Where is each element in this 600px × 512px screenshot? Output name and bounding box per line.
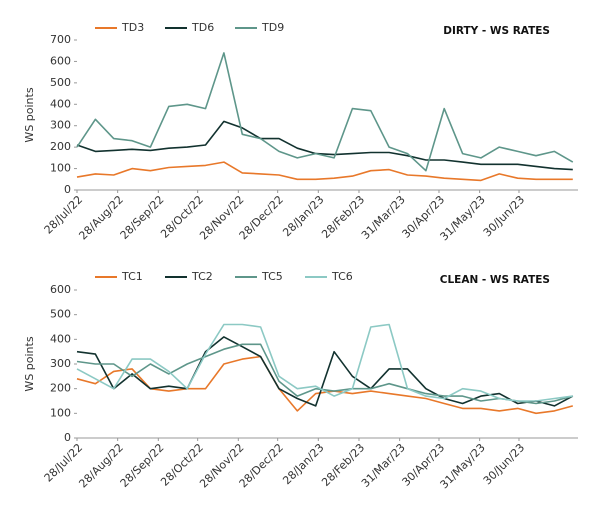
legend-label: TC2 [191,270,213,283]
chart-title: CLEAN - WS RATES [440,274,550,286]
y-tick-label: 300 [50,357,71,370]
y-tick-label: 600 [50,54,71,67]
y-tick-label: 100 [50,406,71,419]
series-line [76,120,573,171]
y-tick-label: 200 [50,140,71,153]
y-tick-label: 500 [50,76,71,89]
x-tick-label: 28/Aug/22 [76,441,125,490]
y-tick-label: 100 [50,162,71,175]
x-tick-label: 30/Jun/23 [481,193,527,239]
x-tick-label: 28/Aug/22 [76,193,125,242]
series-line [76,161,573,182]
series-line [76,355,574,415]
legend-label: TC6 [331,270,353,283]
y-tick-label: 0 [64,431,71,444]
x-tick-label: 28/Sep/22 [118,193,167,242]
y-tick-label: 600 [50,283,71,296]
y-tick-label: 200 [50,382,71,395]
series-line [76,343,574,405]
y-axis-label: WS points [23,336,36,391]
chart-title: DIRTY - WS RATES [443,25,550,37]
y-tick-label: 300 [50,119,71,132]
series-line [76,336,574,407]
x-tick-label: 31/Mar/23 [359,193,408,242]
legend-label: TD9 [261,21,284,34]
x-tick-label: 28/Sep/22 [118,441,167,490]
legend-label: TC5 [261,270,283,283]
legend-label: TD3 [121,21,144,34]
x-tick-label: 30/Jun/23 [481,441,527,487]
series-line [76,52,574,172]
y-axis-label: WS points [23,87,36,142]
y-tick-label: 700 [50,33,71,46]
y-tick-label: 0 [64,183,71,196]
y-tick-label: 400 [50,332,71,345]
series-line [76,323,573,402]
y-tick-label: 400 [50,97,71,110]
y-tick-label: 500 [50,308,71,321]
x-tick-label: 31/Mar/23 [359,441,408,490]
legend-label: TC1 [121,270,143,283]
legend-label: TD6 [191,21,214,34]
